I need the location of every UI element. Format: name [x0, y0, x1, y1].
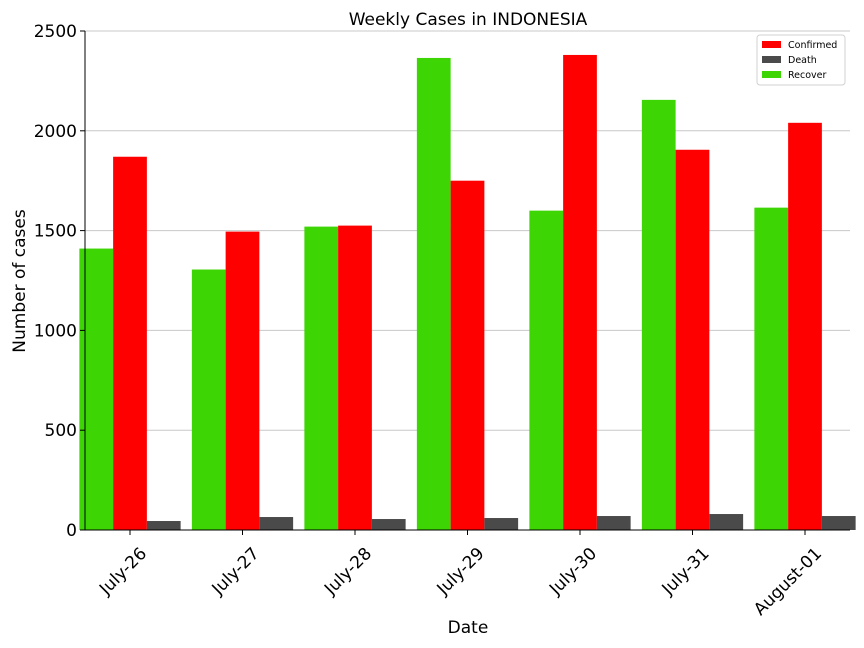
- bar-recover: [754, 207, 789, 530]
- legend-label-recover: Recover: [788, 70, 827, 81]
- legend-label-confirmed: Confirmed: [788, 40, 837, 51]
- chart-title: Weekly Cases in INDONESIA: [349, 10, 588, 30]
- legend-swatch-confirmed: [762, 41, 781, 48]
- bar-confirmed: [450, 180, 485, 530]
- bar-confirmed: [113, 156, 147, 531]
- legend-label-death: Death: [788, 55, 817, 66]
- bar-recover: [79, 248, 114, 530]
- x-tick-label: July-28: [320, 544, 376, 600]
- legend-swatch-death: [762, 56, 781, 63]
- bar-confirmed: [675, 149, 710, 530]
- x-tick-label: July-30: [545, 544, 601, 600]
- bar-death: [371, 519, 406, 530]
- bar-confirmed: [788, 122, 822, 530]
- x-tick-label: July-31: [658, 544, 714, 600]
- y-tick-label: 500: [45, 421, 77, 441]
- bar-death: [709, 514, 744, 530]
- y-axis-label: Number of cases: [10, 209, 30, 353]
- x-tick-label: July-27: [208, 544, 264, 600]
- bar-death: [259, 517, 294, 530]
- x-axis-label: Date: [448, 618, 489, 638]
- bar-recover: [416, 57, 451, 531]
- bar-death: [821, 516, 856, 530]
- bar-confirmed: [338, 225, 372, 531]
- y-tick-labels: 0 500 1000 1500 2000 2500: [34, 22, 85, 541]
- y-tick-label: 2500: [34, 22, 77, 42]
- y-tick-label: 2000: [34, 122, 77, 142]
- bar-confirmed: [563, 54, 597, 531]
- bar-recover: [529, 210, 564, 530]
- legend: Confirmed Death Recover: [756, 34, 846, 86]
- bar-confirmed: [225, 231, 260, 530]
- bar-death: [596, 516, 631, 530]
- bar-recover: [641, 99, 676, 530]
- bar-recover: [304, 226, 339, 530]
- y-tick-label: 1500: [34, 222, 77, 242]
- x-tick-label: August-01: [750, 544, 826, 620]
- bar-death: [146, 521, 181, 530]
- x-tick-label: July-29: [433, 544, 489, 600]
- x-tick-labels: July-26 July-27 July-28 July-29 July-30 July-…: [95, 530, 826, 620]
- y-tick-label: 0: [66, 521, 77, 541]
- legend-swatch-recover: [762, 71, 781, 78]
- y-tick-label: 1000: [34, 321, 77, 341]
- bar-death: [484, 518, 519, 530]
- bars: [79, 54, 856, 531]
- bar-recover: [191, 269, 226, 530]
- x-tick-label: July-26: [95, 544, 151, 600]
